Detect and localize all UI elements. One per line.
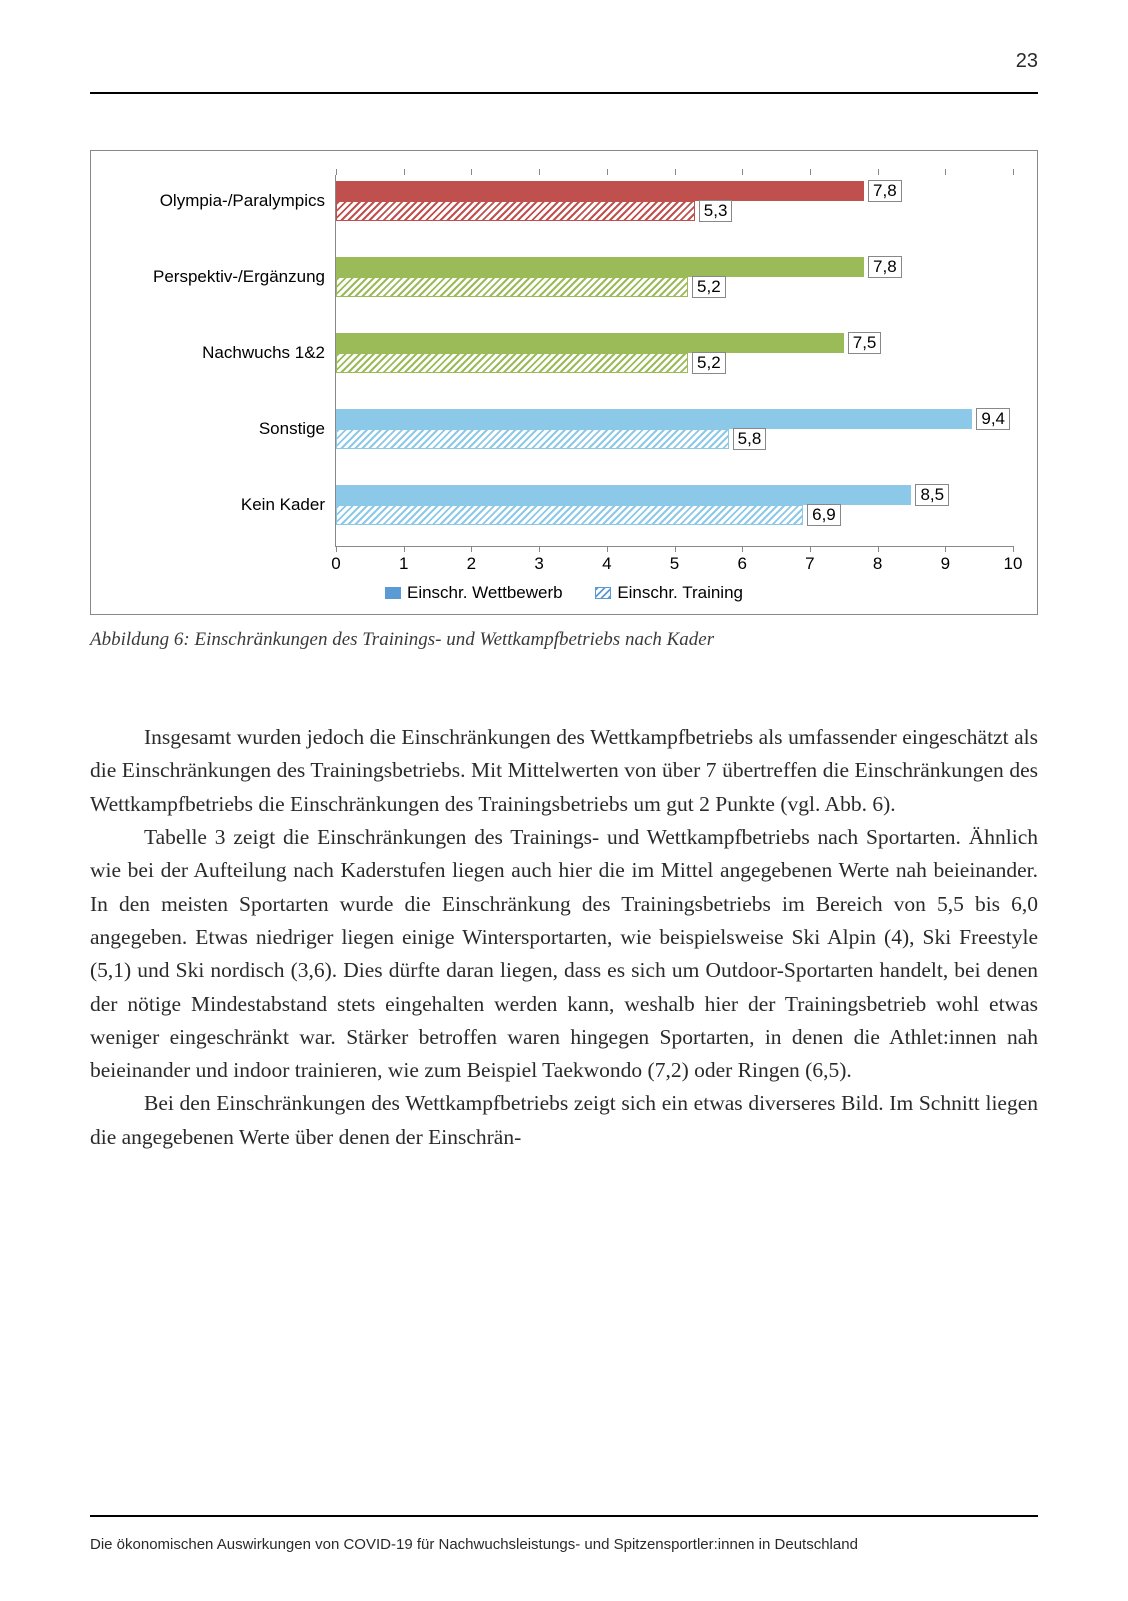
legend: Einschr. Wettbewerb Einschr. Training: [115, 583, 1013, 604]
figure-caption: Abbildung 6: Einschränkungen des Trainin…: [90, 629, 1038, 651]
x-tick-label: 8: [873, 554, 882, 574]
x-tick-label: 6: [737, 554, 746, 574]
x-tick-top: [675, 169, 676, 175]
x-tick: [607, 546, 608, 552]
bar-training: [336, 353, 688, 373]
legend-swatch-solid: [385, 587, 401, 599]
page-number: 23: [1016, 50, 1038, 73]
x-tick: [742, 546, 743, 552]
bar-wettbewerb: [336, 485, 911, 505]
y-label: Nachwuchs 1&2: [202, 343, 325, 363]
value-label: 5,2: [692, 276, 726, 298]
legend-label: Einschr. Training: [617, 583, 743, 603]
x-tick: [675, 546, 676, 552]
paragraph: Insgesamt wurden jedoch die Einschränkun…: [90, 721, 1038, 821]
x-tick: [945, 546, 946, 552]
y-label: Sonstige: [259, 419, 325, 439]
x-tick-top: [878, 169, 879, 175]
x-tick-label: 2: [467, 554, 476, 574]
y-label: Kein Kader: [241, 495, 325, 515]
x-tick: [471, 546, 472, 552]
x-tick-label: 4: [602, 554, 611, 574]
bar-training: [336, 201, 695, 221]
x-tick: [1013, 546, 1014, 552]
bar-wettbewerb: [336, 181, 864, 201]
x-tick-label: 1: [399, 554, 408, 574]
x-tick-top: [1013, 169, 1014, 175]
value-label: 7,8: [868, 180, 902, 202]
x-tick-top: [742, 169, 743, 175]
value-label: 9,4: [976, 408, 1010, 430]
legend-item-training: Einschr. Training: [595, 583, 743, 603]
bar-training: [336, 505, 803, 525]
x-tick-top: [607, 169, 608, 175]
legend-item-wettbewerb: Einschr. Wettbewerb: [385, 583, 563, 603]
bar-wettbewerb: [336, 409, 972, 429]
y-label: Perspektiv-/Ergänzung: [153, 267, 325, 287]
bar-wettbewerb: [336, 333, 844, 353]
bar-wettbewerb: [336, 257, 864, 277]
plot-area: 0123456789107,85,37,85,27,55,29,45,88,56…: [335, 175, 1013, 547]
x-tick-label: 5: [670, 554, 679, 574]
value-label: 7,5: [848, 332, 882, 354]
legend-label: Einschr. Wettbewerb: [407, 583, 563, 603]
paragraph: Bei den Einschränkungen des Wettkampfbet…: [90, 1087, 1038, 1154]
x-tick: [404, 546, 405, 552]
value-label: 5,2: [692, 352, 726, 374]
value-label: 6,9: [807, 504, 841, 526]
value-label: 8,5: [915, 484, 949, 506]
y-axis-labels: Olympia-/Paralympics Perspektiv-/Ergänzu…: [115, 175, 335, 547]
footer-text: Die ökonomischen Auswirkungen von COVID-…: [90, 1536, 1038, 1553]
bar-training: [336, 429, 729, 449]
x-tick-label: 10: [1004, 554, 1023, 574]
x-tick-top: [945, 169, 946, 175]
x-tick-label: 7: [805, 554, 814, 574]
x-tick: [810, 546, 811, 552]
x-tick-label: 3: [534, 554, 543, 574]
x-tick: [539, 546, 540, 552]
bar-training: [336, 277, 688, 297]
bottom-rule: [90, 1515, 1038, 1517]
top-rule: [90, 92, 1038, 94]
chart-frame: Olympia-/Paralympics Perspektiv-/Ergänzu…: [90, 150, 1038, 615]
value-label: 5,8: [733, 428, 767, 450]
body-text: Insgesamt wurden jedoch die Einschränkun…: [90, 721, 1038, 1154]
x-tick-label: 9: [941, 554, 950, 574]
x-tick-top: [404, 169, 405, 175]
x-tick-top: [471, 169, 472, 175]
value-label: 5,3: [699, 200, 733, 222]
chart-area: Olympia-/Paralympics Perspektiv-/Ergänzu…: [115, 175, 1013, 547]
x-tick-label: 0: [331, 554, 340, 574]
legend-swatch-hatch: [595, 587, 611, 599]
x-tick-top: [539, 169, 540, 175]
x-tick: [878, 546, 879, 552]
y-label: Olympia-/Paralympics: [160, 191, 325, 211]
x-tick: [336, 546, 337, 552]
x-tick-top: [336, 169, 337, 175]
value-label: 7,8: [868, 256, 902, 278]
x-tick-top: [810, 169, 811, 175]
paragraph: Tabelle 3 zeigt die Einschränkungen des …: [90, 821, 1038, 1088]
